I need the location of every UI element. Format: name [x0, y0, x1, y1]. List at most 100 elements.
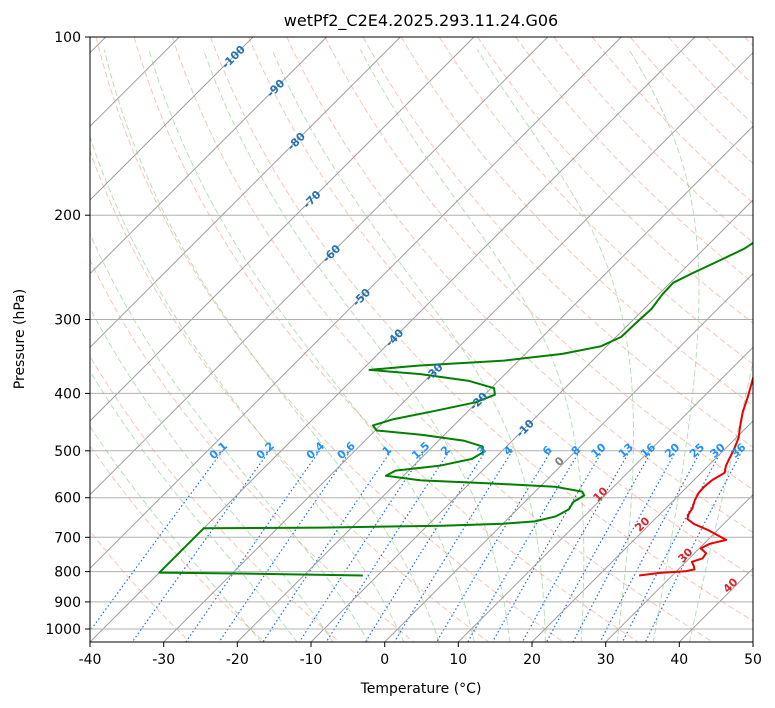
y-axis-title: Pressure (hPa)	[12, 289, 28, 389]
y-axis: 100 200 300 400 500 600 700 800 900 1000	[45, 30, 90, 638]
x-tick-label: -40	[79, 652, 102, 668]
mixing-ratio-line	[325, 450, 451, 642]
dry-adiabat	[90, 444, 265, 642]
mixing-ratio-label: 25	[687, 441, 707, 461]
dry-adiabat	[90, 149, 489, 642]
isotherm-label: -100	[219, 43, 248, 72]
mixing-ratio-label: 0.4	[304, 439, 327, 462]
mixing-ratio-label: 1.5	[409, 439, 432, 462]
moist-adiabat	[103, 49, 440, 642]
moist-adiabat	[688, 359, 753, 642]
moist-adiabat	[148, 49, 475, 642]
isotherms	[90, 37, 753, 642]
dewpoint-line	[158, 241, 753, 577]
y-tick-label: 300	[54, 313, 81, 329]
x-tick-label: -20	[226, 652, 249, 668]
dry-adiabat	[744, 37, 753, 47]
x-tick-label: 50	[744, 652, 762, 668]
isotherm	[90, 37, 475, 422]
isotherm	[90, 37, 549, 496]
mixing-ratio-line	[90, 450, 224, 632]
moist-adiabat	[90, 232, 369, 642]
isotherm-label: -80	[285, 130, 308, 153]
isotherm	[90, 37, 401, 349]
isotherm	[163, 51, 753, 642]
dry-adiabat	[95, 37, 564, 642]
x-tick-label: -30	[152, 652, 175, 668]
y-tick-label: 400	[54, 386, 81, 402]
theta-label: 40	[721, 575, 741, 595]
pressure-gridlines	[90, 37, 753, 630]
y-tick-label: 1000	[45, 622, 81, 638]
mixing-ratio-line	[298, 450, 426, 642]
isotherm	[384, 272, 753, 642]
isotherm	[678, 567, 753, 642]
x-tick-label: 40	[670, 652, 688, 668]
isotherm	[531, 420, 753, 642]
mixing-ratio-label: 16	[638, 441, 658, 461]
sounding-series	[158, 241, 753, 577]
dry-adiabat	[362, 37, 753, 448]
moist-adiabat	[202, 49, 511, 642]
y-tick-label: 700	[54, 530, 81, 546]
moist-adiabat	[90, 425, 262, 642]
y-tick-label: 600	[54, 491, 81, 507]
mixing-ratio-label: 0.6	[335, 439, 358, 462]
isotherm	[90, 37, 254, 201]
moist-adiabat	[90, 135, 405, 642]
dry-adiabat	[171, 37, 714, 642]
moist-adiabat	[271, 49, 546, 642]
chart-title: wetPf2_C2E4.2025.293.11.24.G06	[284, 11, 558, 31]
y-tick-label: 900	[54, 595, 81, 611]
x-axis: -40 -30 -20 -10 0 10 20 30 40 50	[79, 642, 762, 668]
isotherm	[457, 346, 753, 642]
mixing-ratio-label: 0.1	[207, 439, 230, 462]
mixing-ratio-line	[599, 450, 702, 642]
mixing-ratio-label: 1	[380, 443, 394, 458]
moist-adiabat	[476, 49, 634, 642]
temperature-line	[638, 374, 753, 577]
dry-adiabat	[553, 37, 753, 244]
plot-frame	[89, 36, 754, 643]
dry-adiabat	[706, 37, 753, 86]
dry-adiabat	[90, 530, 191, 642]
isotherm-label: -70	[300, 188, 323, 211]
y-tick-label: 200	[54, 208, 81, 224]
isotherm	[752, 641, 753, 642]
theta-label: 10	[591, 484, 611, 504]
y-tick-label: 500	[54, 444, 81, 460]
mixing-ratio-line	[572, 450, 677, 642]
dry-adiabat	[90, 355, 340, 642]
x-tick-label: -10	[300, 652, 323, 668]
dry-adiabat	[133, 37, 639, 642]
moist-adiabat	[90, 370, 298, 642]
dry-adiabat	[515, 37, 753, 284]
x-axis-title: Temperature (°C)	[360, 681, 482, 697]
moist-adiabat	[628, 49, 700, 642]
mixing-ratio-label: 10	[589, 441, 609, 461]
isotherm	[310, 199, 753, 642]
x-tick-label: 10	[449, 652, 467, 668]
isotherm	[90, 37, 622, 570]
mixing-ratio-line	[436, 450, 552, 642]
isotherm	[90, 37, 328, 275]
mixing-ratio-label: 20	[662, 441, 682, 461]
dry-adiabat	[438, 37, 753, 365]
x-tick-label: 30	[597, 652, 615, 668]
isotherm	[236, 125, 753, 642]
dry-adiabat	[477, 37, 753, 324]
mixing-ratio-line	[262, 450, 392, 642]
x-tick-label: 0	[380, 652, 389, 668]
y-tick-label: 800	[54, 565, 81, 581]
dry-adiabat	[400, 37, 753, 406]
dry-adiabat	[629, 37, 753, 164]
dry-adiabat	[591, 37, 753, 204]
dry-adiabat	[90, 259, 415, 642]
x-tick-label: 20	[523, 652, 541, 668]
moist-adiabat	[90, 307, 334, 642]
isotherm	[605, 493, 753, 642]
mixing-ratio-line	[545, 450, 653, 642]
moist-adiabats	[90, 49, 753, 642]
mixing-ratio-line	[521, 450, 631, 642]
